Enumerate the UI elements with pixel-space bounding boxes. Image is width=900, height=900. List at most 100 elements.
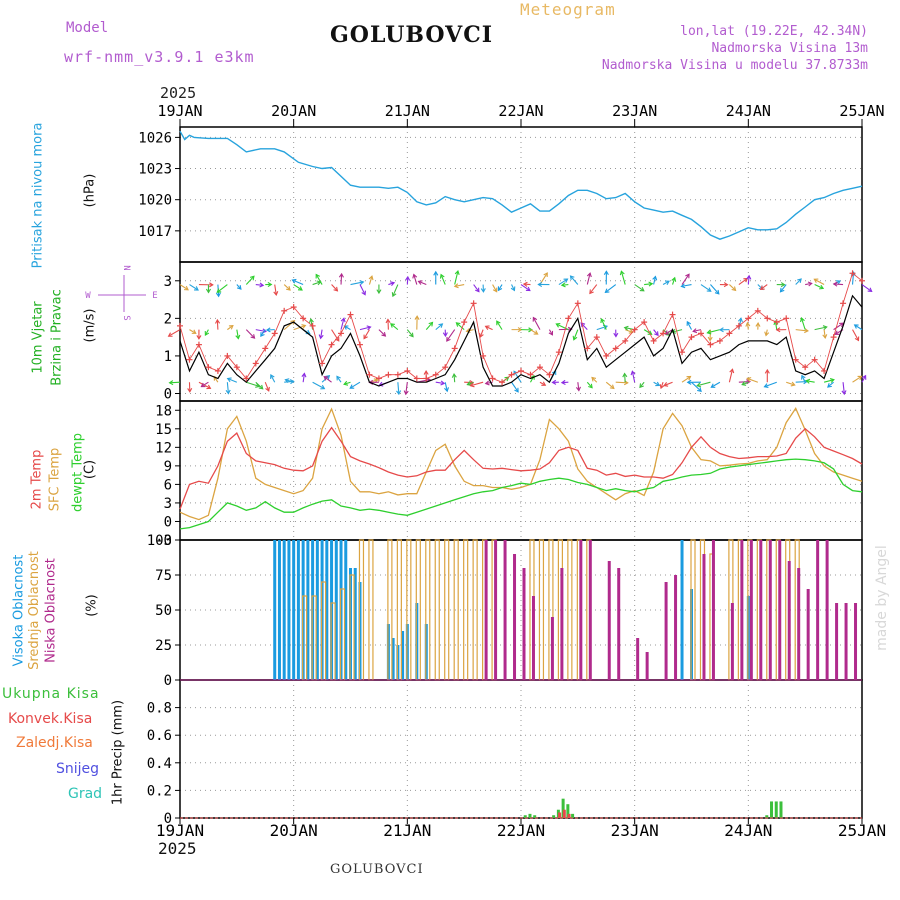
wind-arrow-head: [834, 330, 840, 335]
wind-arrow-head: [819, 284, 825, 290]
low-cloud-bar: [768, 540, 772, 680]
model-altitude-label: Nadmorska Visina u modelu 37.8733m: [601, 58, 868, 73]
wind-arrow-head: [697, 387, 702, 392]
wind-arrow: [435, 323, 443, 331]
wind-arrow-head: [497, 286, 503, 292]
wind-arrow-head: [655, 381, 661, 387]
wind-arrow-head: [206, 384, 212, 390]
wind-arrow-head: [671, 328, 677, 334]
high-cloud-bar: [353, 568, 357, 680]
wind-arrow-head: [259, 282, 265, 288]
wind-arrow: [823, 329, 826, 339]
wind-arrow-head: [867, 287, 873, 293]
wind-arrow: [805, 282, 812, 286]
low-cloud-bar: [607, 561, 611, 680]
wind-arrow-head: [235, 334, 241, 340]
wind-arrow: [270, 374, 276, 383]
x-tick-label-top: 23JAN: [612, 102, 657, 120]
low-cloud-bar: [787, 561, 791, 680]
wind-arrow-head: [363, 334, 368, 340]
wind-arrow: [665, 329, 673, 335]
wind-arrow-head: [336, 375, 341, 381]
x-tick-label-bottom: 24JAN: [724, 821, 772, 840]
wind-arrow: [216, 319, 219, 330]
wind-arrow-head: [412, 273, 418, 279]
wind-arrow: [600, 318, 607, 330]
wind-arrow: [663, 381, 673, 387]
mid-cloud-bar: [567, 539, 573, 681]
wind-arrow-head: [318, 334, 324, 340]
high-cloud-bar: [325, 540, 329, 680]
wind-arrow: [672, 277, 676, 285]
low-cloud-bar: [835, 603, 839, 680]
y-tick-label: 1017: [138, 224, 172, 240]
y-tick-label: 0: [164, 811, 172, 827]
wind-arrow: [639, 381, 645, 388]
wind-arrow-head: [475, 287, 480, 293]
wind-arrow-head: [591, 376, 597, 382]
wind-arrow: [631, 371, 636, 383]
wind-arrow: [806, 380, 815, 383]
wind-arrow-head: [323, 376, 329, 381]
wind-arrow-head: [543, 272, 548, 278]
wind-arrow-head: [236, 285, 242, 290]
wind-arrow: [425, 322, 433, 330]
wind-arrow: [440, 274, 446, 285]
wind-arrow-head: [575, 386, 581, 392]
low-cloud-bar: [816, 540, 820, 680]
wind-arrow-head: [290, 320, 296, 325]
wind-arrow-head: [349, 384, 355, 389]
wind-arrow-head: [832, 281, 838, 287]
wind-arrow: [363, 329, 370, 339]
low-cloud-bar: [702, 554, 706, 680]
wind-arrow-head: [654, 331, 659, 337]
wind-arrow-head: [184, 285, 189, 291]
wind-arrow-head: [731, 286, 737, 292]
wind-arrow-head: [381, 332, 387, 337]
wind-arrow-head: [338, 272, 344, 278]
wind-arrow: [479, 329, 484, 338]
wind-arrow: [350, 281, 364, 286]
wind-arrow: [292, 279, 304, 286]
wind-arrow-head: [537, 281, 543, 288]
wind-arrow-head: [710, 383, 716, 388]
wind-arrow-head: [648, 281, 654, 287]
wind-arrow: [236, 329, 239, 339]
wind-arrow: [405, 382, 408, 395]
wind-arrow: [359, 284, 366, 295]
legend-ukupna: Ukupna Kisa: [2, 686, 100, 702]
y-tick-label: 0: [164, 514, 172, 530]
wind-arrow-head: [548, 330, 554, 336]
wind-arrow-head: [639, 286, 645, 292]
wind-arrow-head: [200, 382, 206, 388]
low-cloud-bar: [797, 568, 801, 680]
wind-arrow-head: [622, 372, 628, 378]
wind-arrow: [801, 375, 806, 383]
wind-arrow: [406, 329, 414, 337]
mid-cloud-bar: [453, 539, 459, 681]
wind-arrow-head: [671, 276, 677, 282]
wind-arrow: [814, 278, 825, 286]
wind-arrow: [392, 284, 399, 297]
wind-arrow: [861, 284, 872, 292]
low-cloud-bar: [484, 540, 488, 680]
wind-arrow: [245, 329, 255, 339]
wind-arrow-head: [492, 287, 498, 293]
wind-arrow: [814, 326, 827, 331]
wind-arrow-head: [861, 374, 867, 380]
y-tick-label: 100: [147, 533, 172, 549]
wind-arrow-head: [560, 282, 566, 288]
wind-arrow-head: [228, 324, 234, 330]
wind-arrow-head: [438, 323, 444, 328]
wind-arrow-head: [780, 282, 786, 288]
high-cloud-bar: [287, 540, 291, 680]
wind-arrow: [691, 381, 702, 392]
wind-arrow: [700, 284, 712, 292]
wind-arrow-head: [718, 327, 724, 333]
wind-arrow: [312, 281, 321, 286]
precip-total-bar: [533, 815, 537, 818]
wind-arrow: [697, 381, 711, 387]
wind-arrow-head: [368, 275, 374, 281]
wind-arrow-head: [442, 332, 448, 338]
y-tick-label: 12: [155, 440, 172, 456]
